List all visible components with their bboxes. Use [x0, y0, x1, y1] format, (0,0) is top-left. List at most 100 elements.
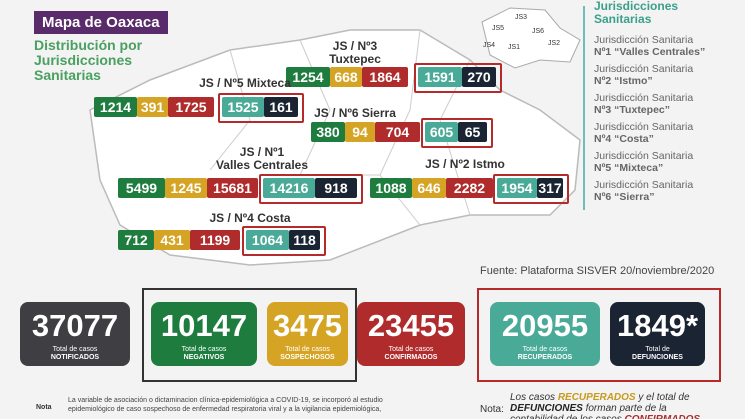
legend-line: Jurisdicción Sanitaria [594, 121, 694, 133]
legend-line: Nº2 “Istmo” [594, 75, 653, 87]
legend-line: Nº1 “Valles Centrales” [594, 46, 706, 58]
total-value: 23455 [367, 308, 455, 343]
legend-line: Jurisdicción Sanitaria [594, 92, 694, 104]
note-part: CONFIRMADOS [625, 414, 701, 419]
jurisdiction-sublabel: Valles Centrales [215, 158, 309, 172]
value-cell: 15681 [207, 178, 258, 198]
value-cell: 1254 [286, 67, 330, 87]
value-cell: 14216 [263, 178, 315, 198]
highlight-box [421, 118, 493, 148]
value-cell: 65 [458, 122, 487, 142]
highlight-box [414, 63, 502, 93]
total-label: Total de casos [285, 346, 330, 353]
total-sublabel: NEGATIVOS [183, 354, 225, 361]
value-cell: 1064 [246, 230, 289, 250]
note-part: forman parte de la contabilidad de los c… [510, 403, 667, 419]
subtitle: Distribución por Jurisdicciones Sanitari… [34, 37, 143, 83]
value-cell: 391 [137, 97, 168, 117]
jurisdiction-label: JS / Nº1 [239, 145, 285, 159]
legend-title: Jurisdicciones Sanitarias [594, 0, 679, 26]
value-cell: 668 [330, 67, 362, 87]
total-value: 1849* [616, 308, 699, 343]
note-part: Los casos [510, 392, 558, 403]
value-cell: 317 [537, 178, 563, 198]
value-cell: 161 [264, 97, 298, 117]
legend-line: Jurisdicción Sanitaria [594, 34, 694, 46]
legend-line: Jurisdicción Sanitaria [594, 179, 694, 191]
total-label: Total de casos [388, 346, 434, 353]
value-cell: 712 [118, 230, 154, 250]
total-value: 37077 [31, 308, 119, 343]
total-label: Total de casos [52, 346, 98, 353]
highlight-box [218, 93, 304, 123]
value-cell: 270 [462, 67, 496, 87]
total-card: 23455 Total de casos CONFIRMADOS [357, 302, 465, 366]
value-cell: 1199 [190, 230, 240, 250]
value-cell: 1954 [497, 178, 537, 198]
map-label: JS2 [548, 40, 561, 47]
total-card: 20955 Total de casos RECUPERADOS [490, 302, 600, 366]
jurisdiction-label: JS / Nº4 Costa [209, 211, 291, 225]
value-cell: 380 [311, 122, 345, 142]
highlight-box [242, 226, 326, 256]
value-cell: 704 [375, 122, 420, 142]
jurisdiction-label: JS / Nº5 Mixteca [199, 76, 291, 90]
value-cell: 1088 [370, 178, 412, 198]
value-cell: 605 [425, 122, 458, 142]
total-card: 1849* Total de DEFUNCIONES [610, 302, 705, 366]
total-value: 10147 [160, 308, 248, 343]
value-cell: 1864 [362, 67, 408, 87]
total-card: 37077 Total de casos NOTIFICADOS [20, 302, 130, 366]
note-text: Los casos RECUPERADOS y el total de DEFU… [510, 392, 710, 419]
map-label: JS6 [532, 28, 545, 35]
legend-line: Nº3 “Tuxtepec” [594, 104, 670, 116]
value-cell: 646 [412, 178, 446, 198]
total-label: Total de casos [181, 346, 227, 353]
value-cell: 1245 [165, 178, 207, 198]
map-label: JS1 [508, 44, 521, 51]
value-cell: 431 [154, 230, 190, 250]
note-label: Nota [36, 404, 52, 411]
jurisdiction-label: JS / Nº2 Istmo [425, 157, 505, 171]
total-sublabel: DEFUNCIONES [632, 354, 683, 361]
note-part: DEFUNCIONES [510, 403, 583, 414]
total-sublabel: SOSPECHOSOS [280, 354, 335, 361]
value-cell: 5499 [118, 178, 165, 198]
value-cell: 1525 [222, 97, 264, 117]
value-cell: 918 [315, 178, 357, 198]
total-value: 3475 [273, 308, 342, 343]
note-label: Nota: [480, 404, 504, 415]
total-label: Total de [645, 346, 670, 353]
total-card: 3475 Total de casos SOSPECHOSOS [267, 302, 348, 366]
source: Fuente: Plataforma SISVER 20/noviembre/2… [480, 265, 715, 277]
highlight-box [493, 174, 569, 204]
highlight-box [259, 174, 363, 204]
map-label: JS3 [515, 14, 528, 21]
total-card: 10147 Total de casos NEGATIVOS [151, 302, 257, 366]
value-cell: 94 [345, 122, 375, 142]
note-part: y el total de [635, 392, 690, 403]
legend-line: Nº6 “Sierra” [594, 191, 655, 203]
note-text: La variable de asociación o dictaminacio… [68, 397, 383, 413]
legend-line: Nº4 “Costa” [594, 133, 654, 145]
map-label: JS5 [492, 25, 505, 32]
value-cell: 1591 [418, 67, 462, 87]
legend-line: Jurisdicción Sanitaria [594, 63, 694, 75]
title: Mapa de Oaxaca [34, 11, 168, 34]
total-sublabel: CONFIRMADOS [384, 354, 438, 361]
total-sublabel: NOTIFICADOS [50, 354, 100, 361]
total-sublabel: RECUPERADOS [517, 354, 573, 361]
jurisdiction-label: JS / Nº3 [332, 39, 378, 53]
value-cell: 1725 [168, 97, 214, 117]
jurisdiction-sublabel: Tuxtepec [329, 52, 381, 66]
total-value: 20955 [501, 308, 589, 343]
legend-line: Jurisdicción Sanitaria [594, 150, 694, 162]
value-cell: 118 [289, 230, 320, 250]
map-label: JS4 [483, 42, 496, 49]
legend-line: Nº5 “Mixteca” [594, 162, 664, 174]
total-label: Total de casos [522, 346, 568, 353]
note-part: RECUPERADOS [557, 392, 636, 403]
jurisdiction-label: JS / Nº6 Sierra [314, 106, 396, 120]
